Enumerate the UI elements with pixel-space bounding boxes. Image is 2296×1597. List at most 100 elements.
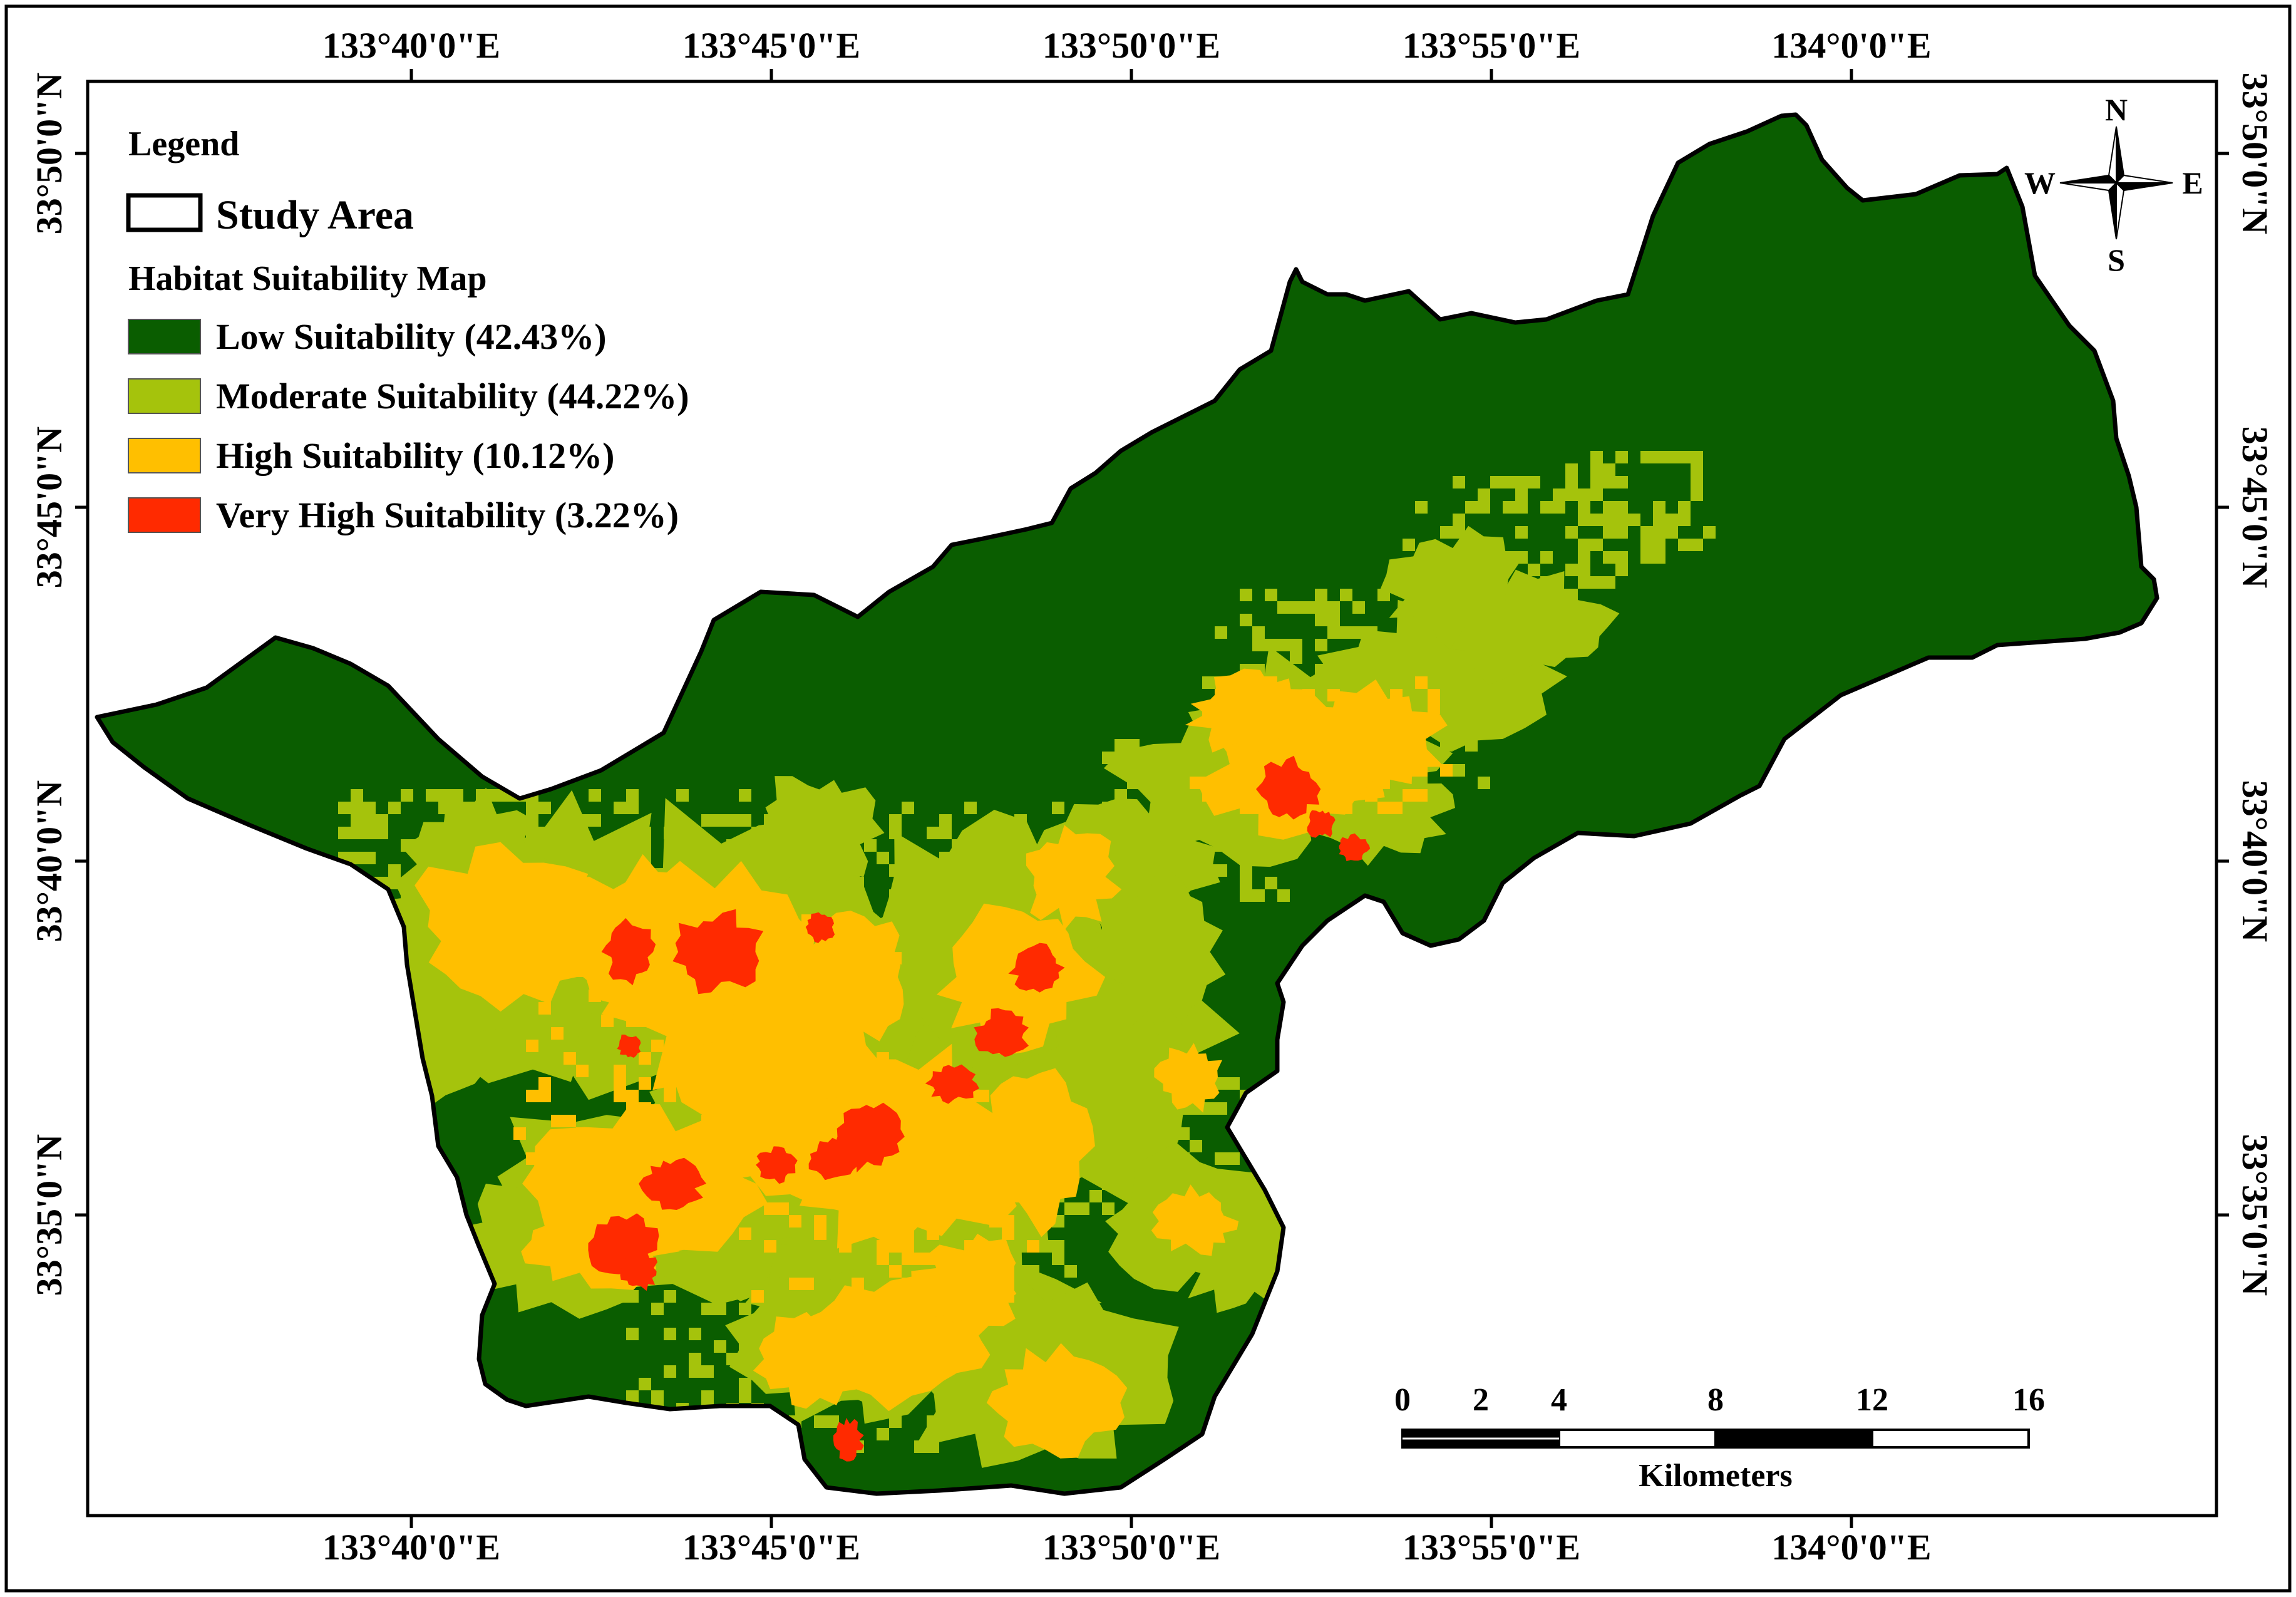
moderate-cell bbox=[1014, 814, 1027, 827]
high-cell bbox=[989, 1177, 1002, 1190]
moderate-cell bbox=[689, 1328, 701, 1340]
moderate-cell bbox=[426, 789, 438, 802]
moderate-cell bbox=[1077, 1202, 1089, 1215]
moderate-cell bbox=[1252, 1215, 1265, 1227]
high-cell bbox=[1302, 752, 1315, 764]
high-cell bbox=[564, 1152, 576, 1165]
high-cell bbox=[639, 990, 651, 1002]
moderate-cell bbox=[1691, 539, 1703, 551]
moderate-cell bbox=[1315, 664, 1327, 676]
high-cell bbox=[689, 1152, 701, 1165]
high-cell bbox=[814, 1215, 826, 1227]
high-cell bbox=[764, 1027, 776, 1040]
moderate-cell bbox=[1190, 789, 1202, 802]
moderate-cell bbox=[1428, 601, 1440, 614]
high-cell bbox=[1227, 676, 1240, 689]
moderate-cell bbox=[676, 789, 689, 802]
moderate-cell bbox=[1240, 864, 1252, 877]
high-cell bbox=[564, 1115, 576, 1127]
high-cell bbox=[852, 1278, 864, 1290]
very-high-cell bbox=[974, 1008, 1029, 1057]
high-cell bbox=[1265, 676, 1277, 689]
moderate-cell bbox=[1640, 451, 1653, 463]
moderate-cell bbox=[351, 814, 363, 827]
moderate-cell bbox=[726, 1278, 739, 1290]
moderate-cell bbox=[1265, 839, 1277, 852]
high-cell bbox=[626, 1152, 639, 1165]
moderate-cell bbox=[726, 1353, 739, 1365]
legend-map-title: Habitat Suitability Map bbox=[128, 259, 487, 298]
moderate-cell bbox=[751, 827, 764, 839]
high-cell bbox=[551, 1027, 564, 1040]
moderate-cell bbox=[338, 802, 351, 814]
high-cell bbox=[814, 1040, 826, 1052]
moderate-cell bbox=[1290, 651, 1302, 664]
high-cell bbox=[701, 1115, 714, 1127]
high-cell bbox=[726, 1077, 739, 1090]
moderate-cell bbox=[1691, 451, 1703, 463]
moderate-cell bbox=[701, 814, 714, 827]
moderate-cell bbox=[626, 1328, 639, 1340]
moderate-cell bbox=[689, 1365, 701, 1378]
compass-east: E bbox=[2182, 165, 2203, 200]
moderate-cell bbox=[1115, 914, 1127, 927]
moderate-cell bbox=[1578, 501, 1590, 514]
moderate-cell bbox=[764, 852, 776, 864]
moderate-cell bbox=[1565, 526, 1578, 539]
moderate-cell bbox=[614, 1290, 626, 1303]
very-high-cell bbox=[1008, 943, 1065, 993]
moderate-cell bbox=[689, 827, 701, 839]
lat-label-left-1: 33°50'0"N bbox=[29, 73, 69, 235]
legend-very-high-swatch bbox=[128, 497, 201, 533]
high-cell bbox=[576, 939, 589, 952]
moderate-cell bbox=[814, 1415, 826, 1428]
high-cell bbox=[639, 1077, 651, 1090]
high-cell bbox=[1340, 789, 1352, 802]
moderate-cell bbox=[927, 1415, 939, 1428]
high-cell bbox=[589, 927, 601, 939]
moderate-cell bbox=[1152, 777, 1165, 789]
high-cell bbox=[664, 1090, 676, 1102]
high-cell bbox=[1252, 676, 1265, 689]
moderate-cell bbox=[1590, 614, 1603, 626]
moderate-cell bbox=[952, 1378, 964, 1390]
high-cell bbox=[739, 1077, 751, 1090]
scale-tick-16: 16 bbox=[2012, 1382, 2045, 1418]
high-cell bbox=[877, 1215, 889, 1227]
high-cell bbox=[1265, 752, 1277, 764]
moderate-cell bbox=[776, 802, 789, 814]
moderate-cell bbox=[1478, 614, 1490, 626]
moderate-cell bbox=[1252, 639, 1265, 651]
high-cell bbox=[576, 1065, 589, 1077]
high-cell bbox=[1415, 764, 1428, 777]
high-cell bbox=[964, 1240, 977, 1253]
moderate-cell bbox=[1140, 1115, 1152, 1127]
moderate-cell bbox=[664, 1290, 676, 1303]
moderate-cell bbox=[1140, 1265, 1152, 1278]
high-cell bbox=[814, 1227, 826, 1240]
moderate-cell bbox=[1240, 614, 1252, 626]
moderate-cell bbox=[401, 789, 413, 802]
moderate-cell bbox=[1615, 551, 1628, 564]
moderate-cell bbox=[826, 864, 839, 877]
moderate-cell bbox=[989, 1415, 1002, 1428]
lon-label-bottom-2: 133°45'0"E bbox=[682, 1527, 860, 1568]
high-cell bbox=[1002, 1215, 1014, 1227]
high-cell bbox=[764, 1202, 776, 1215]
moderate-cell bbox=[1553, 601, 1565, 614]
moderate-cell bbox=[1165, 752, 1177, 764]
moderate-cell bbox=[1152, 1165, 1165, 1177]
moderate-cell bbox=[914, 1440, 927, 1453]
moderate-cell bbox=[1177, 1127, 1190, 1140]
moderate-cell bbox=[1177, 839, 1190, 852]
very-high-cell bbox=[672, 909, 764, 995]
scale-seg-3 bbox=[1558, 1429, 1717, 1449]
moderate-cell bbox=[1190, 864, 1202, 877]
moderate-cell bbox=[1490, 551, 1503, 564]
high-cell bbox=[639, 1102, 651, 1115]
moderate-cell bbox=[1478, 601, 1490, 614]
moderate-cell bbox=[401, 839, 413, 852]
moderate-cell bbox=[1127, 764, 1140, 777]
lon-label-top-1: 133°40'0"E bbox=[322, 25, 500, 66]
high-cell bbox=[1002, 1227, 1014, 1240]
